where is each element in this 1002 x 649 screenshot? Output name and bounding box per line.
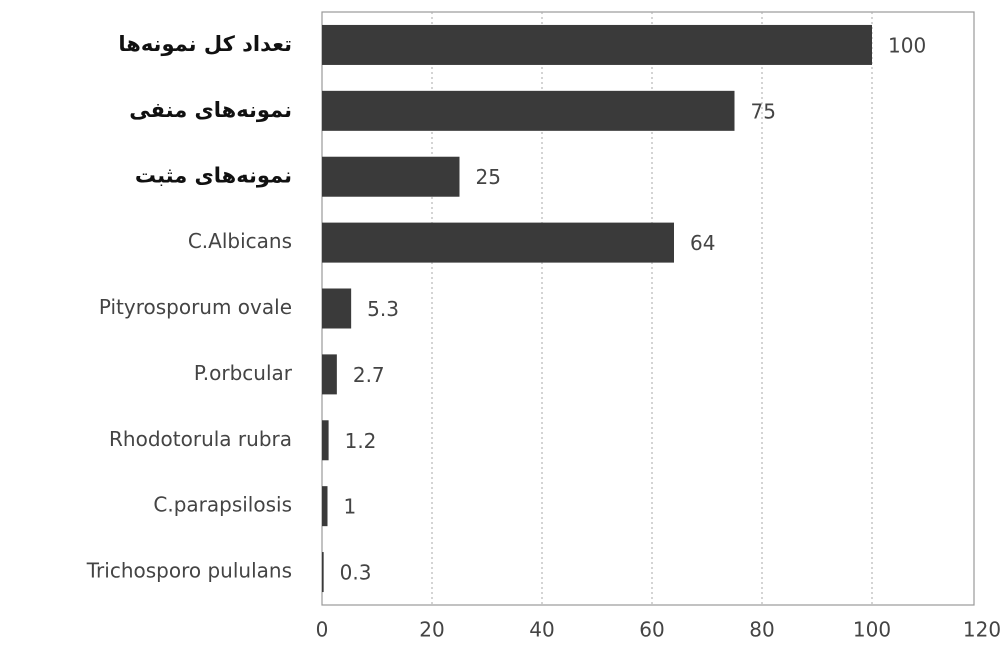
value-label: 5.3: [367, 297, 399, 321]
category-label: Pityrosporum ovale: [99, 295, 292, 319]
category-label: نمونه‌های مثبت: [135, 164, 292, 188]
bar: [322, 486, 328, 527]
bar: [322, 24, 872, 65]
x-tick-label: 100: [853, 618, 891, 642]
bar: [322, 354, 337, 395]
value-label: 64: [690, 231, 715, 255]
bar: [322, 288, 352, 329]
value-label: 25: [476, 165, 501, 189]
category-label: C.parapsilosis: [153, 493, 292, 517]
category-label: تعداد کل نمونه‌ها: [118, 32, 292, 56]
category-label: Rhodotorula rubra: [109, 427, 292, 451]
bar: [322, 156, 460, 197]
x-tick-label: 40: [529, 618, 554, 642]
bar: [322, 90, 735, 131]
value-label: 0.3: [340, 561, 372, 585]
value-label: 2.7: [353, 363, 385, 387]
value-label: 100: [888, 33, 926, 57]
bar: [322, 222, 674, 263]
x-tick-label: 80: [749, 618, 774, 642]
category-label: P.orbcular: [194, 361, 293, 385]
category-label: نمونه‌های منفی: [129, 98, 292, 122]
x-tick-label: 0: [316, 618, 329, 642]
value-label: 1.2: [345, 429, 377, 453]
x-tick-label: 60: [639, 618, 664, 642]
bar: [322, 420, 329, 461]
x-tick-label: 120: [963, 618, 1001, 642]
value-label: 1: [344, 495, 357, 519]
x-tick-label: 20: [419, 618, 444, 642]
category-label: C.Albicans: [188, 229, 292, 253]
value-label: 75: [751, 99, 776, 123]
category-label: Trichosporo pululans: [86, 559, 292, 583]
bar: [322, 552, 324, 593]
